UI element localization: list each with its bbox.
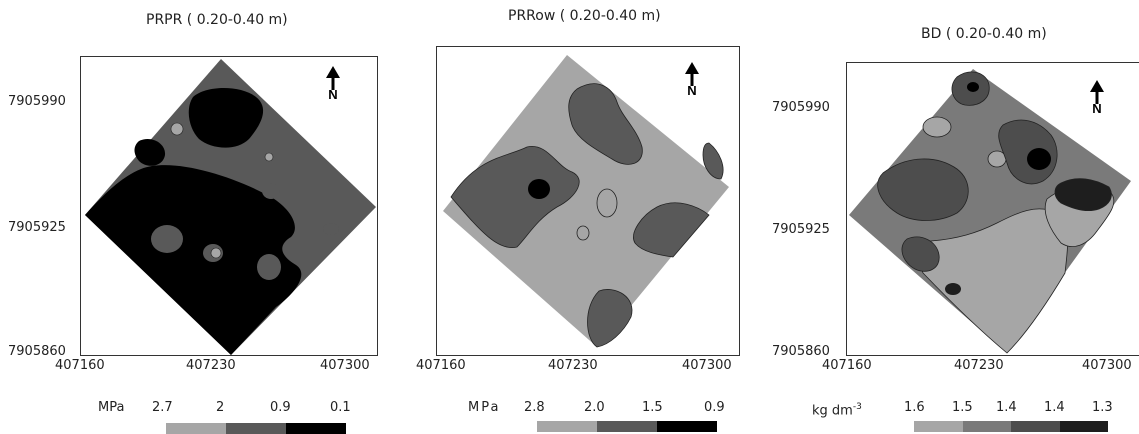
- panel1-zone-low: [134, 138, 166, 166]
- north-arrow-icon: N: [683, 62, 701, 96]
- panel2-zone-high: [596, 188, 618, 218]
- legend-swatch: [1059, 421, 1108, 432]
- panel2-legend-value: 0.9: [704, 400, 725, 415]
- panel3-x-tick: 407300: [1082, 358, 1132, 373]
- panel3-zone-darkest: [967, 82, 979, 92]
- svg-text:N: N: [328, 87, 337, 100]
- panel1-zone-low: [188, 88, 264, 148]
- panel3-map: [846, 62, 1139, 356]
- panel1-legend-value: 2.7: [152, 400, 173, 415]
- legend-swatch: [286, 423, 346, 434]
- panel3-zone-darkest: [945, 283, 961, 295]
- panel3-legend-value: 1.3: [1092, 400, 1113, 415]
- north-arrow-icon: N: [1088, 80, 1106, 114]
- panel3-zone-mid: [849, 69, 1131, 353]
- panel2-legend-value: 1.5: [642, 400, 663, 415]
- panel1-y-tick: 7905990: [8, 94, 66, 109]
- legend-swatch: [597, 421, 657, 432]
- panel3-y-tick: 7905925: [772, 222, 830, 237]
- panel1-legend-unit: MPa: [98, 400, 125, 415]
- panel3-zone-light: [922, 116, 952, 138]
- panel1-legend-value: 2: [216, 400, 225, 415]
- panel3-zone-darkest: [1027, 148, 1051, 170]
- panel2-x-tick: 407230: [548, 358, 598, 373]
- svg-text:N: N: [687, 83, 696, 96]
- panel3-x-tick: 407230: [954, 358, 1004, 373]
- panel2-legend-unit: MPa: [468, 400, 501, 415]
- panel3-zone-light: [919, 208, 1069, 354]
- panel3-legend-value: 1.4: [996, 400, 1017, 415]
- panel2-map: [436, 46, 740, 356]
- panel1-zone-medium: [262, 183, 280, 199]
- svg-text:N: N: [1092, 101, 1101, 114]
- panel1-y-tick: 7905860: [8, 344, 66, 359]
- panel2-x-tick: 407300: [682, 358, 732, 373]
- panel3-y-tick: 7905860: [772, 344, 830, 359]
- panel1-zone-medium: [257, 254, 281, 280]
- legend-swatch: [657, 421, 717, 432]
- panel1-x-tick: 407230: [186, 358, 236, 373]
- legend-swatch: [226, 423, 286, 434]
- legend-swatch: [537, 421, 597, 432]
- panel1-zone-low: [85, 165, 302, 355]
- panel1-zone-medium: [151, 225, 183, 253]
- legend-swatch: [1011, 421, 1060, 432]
- panel2-zone-medium: [568, 83, 643, 165]
- panel2-legend-value: 2.8: [524, 400, 545, 415]
- panel1-zone-high: [210, 247, 222, 259]
- panel3-legend-value: 1.4: [1044, 400, 1065, 415]
- panel3-zone-dark: [877, 158, 969, 221]
- panel3-x-tick: 407160: [822, 358, 872, 373]
- legend-swatch: [914, 421, 963, 432]
- legend-swatch: [166, 423, 226, 434]
- panel3-legend-bar: [914, 421, 1108, 432]
- panel2-legend-value: 2.0: [584, 400, 605, 415]
- panel3-legend-value: 1.6: [904, 400, 925, 415]
- panel1-legend-value: 0.1: [330, 400, 351, 415]
- panel3-zone-dark: [901, 236, 940, 272]
- panel1-y-tick: 7905925: [8, 220, 66, 235]
- panel3-title: BD ( 0.20-0.40 m): [921, 26, 1047, 42]
- panel2-zone-medium: [633, 202, 710, 258]
- panel1-title: PRPR ( 0.20-0.40 m): [146, 12, 288, 28]
- panel3-zone-darkest: [1054, 178, 1112, 211]
- panel2-x-tick: 407160: [416, 358, 466, 373]
- panel1-zone-high: [264, 152, 274, 162]
- panel1-zone-medium: [323, 223, 339, 235]
- panel2-zone-medium: [702, 142, 724, 180]
- panel3-y-tick: 7905990: [772, 100, 830, 115]
- panel2-zone-medium: [450, 146, 580, 249]
- north-arrow-icon: N: [324, 66, 342, 100]
- panel2-zone-high: [576, 225, 590, 241]
- panel1-legend-bar: [166, 423, 346, 434]
- panel2-zone-high: [443, 55, 729, 347]
- legend-swatch: [962, 421, 1011, 432]
- panel1-map: [80, 56, 378, 356]
- panel2-title: PRRow ( 0.20-0.40 m): [508, 8, 661, 24]
- panel2-zone-medium: [587, 289, 633, 348]
- panel1-zone-high: [170, 122, 184, 136]
- panel1-x-tick: 407300: [320, 358, 370, 373]
- panel3-legend-value: 1.5: [952, 400, 973, 415]
- panel2-legend-bar: [537, 421, 717, 432]
- panel1-legend-value: 0.9: [270, 400, 291, 415]
- panel3-legend-unit: kg dm-3: [812, 402, 862, 419]
- panel2-zone-low: [528, 179, 550, 199]
- panel1-x-tick: 407160: [55, 358, 105, 373]
